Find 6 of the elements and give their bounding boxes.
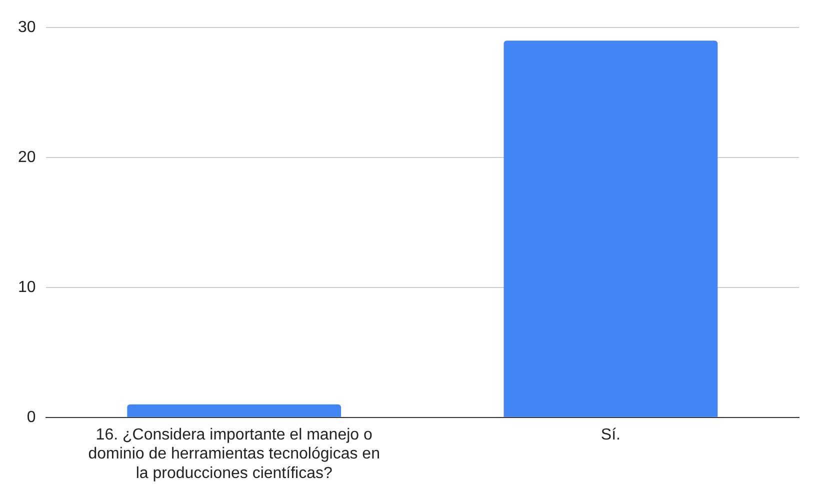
- y-tick-label: 20: [18, 148, 36, 166]
- y-tick-label: 30: [18, 19, 36, 36]
- y-tick-label: 10: [18, 278, 36, 296]
- x-tick-label: 16. ¿Considera importante el manejo o dominio de herramientas tecnológicas en la producciones científicas?: [88, 426, 380, 482]
- y-tick-label: 0: [26, 408, 36, 426]
- x-tick-label: Sí.: [600, 426, 620, 444]
